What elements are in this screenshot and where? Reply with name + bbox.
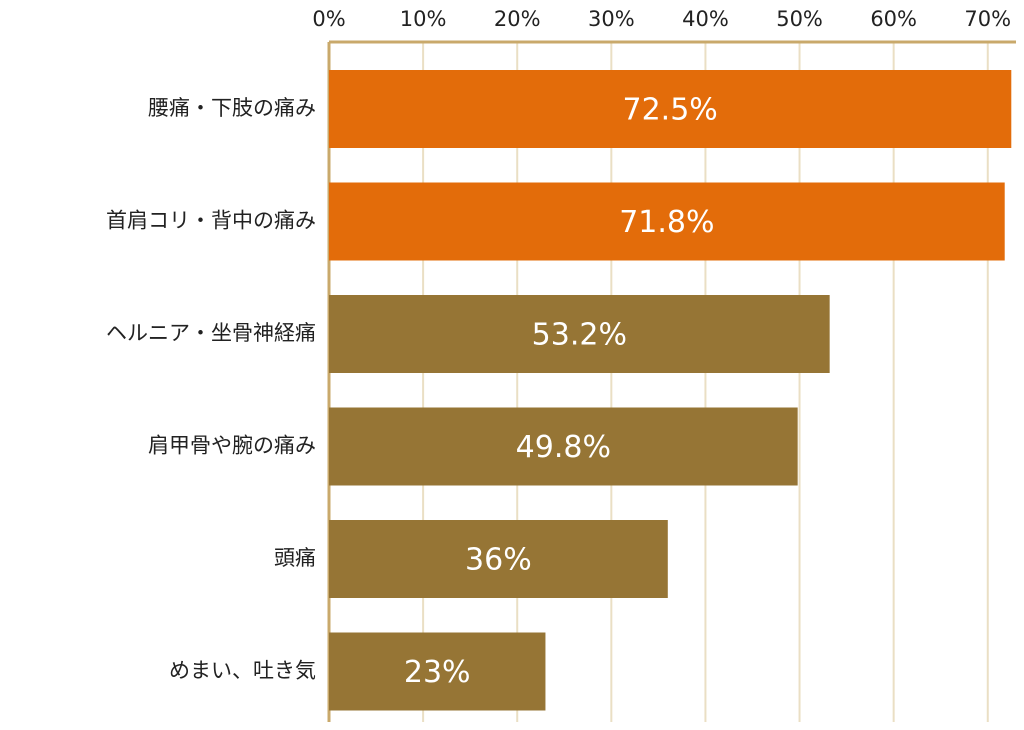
category-label: めまい、吐き気 [169, 659, 316, 683]
x-tick-label: 30% [588, 7, 635, 31]
bar [329, 407, 798, 486]
bar [329, 182, 1005, 261]
category-label: 肩甲骨や腕の痛み [148, 434, 316, 458]
bar [329, 70, 1012, 148]
value-label: 72.5% [622, 93, 717, 128]
category-label: 首肩コリ・背中の痛み [106, 209, 316, 233]
x-tick-label: 50% [776, 7, 823, 31]
x-tick-label: 10% [400, 7, 447, 31]
bar [329, 520, 668, 598]
category-label: ヘルニア・坐骨神経痛 [106, 321, 316, 345]
x-tick-label: 0% [312, 7, 345, 31]
bar [329, 632, 546, 711]
value-label: 71.8% [619, 205, 714, 240]
value-label: 23% [404, 655, 471, 690]
x-tick-label: 40% [682, 7, 729, 31]
category-label: 腰痛・下肢の痛み [148, 96, 316, 120]
value-label: 53.2% [532, 318, 627, 353]
bar [329, 295, 830, 373]
x-tick-label: 60% [870, 7, 917, 31]
value-label: 49.8% [516, 430, 611, 465]
value-label: 36% [465, 543, 532, 578]
x-tick-label: 70% [964, 7, 1011, 31]
category-label: 頭痛 [274, 546, 316, 570]
x-tick-label: 20% [494, 7, 541, 31]
